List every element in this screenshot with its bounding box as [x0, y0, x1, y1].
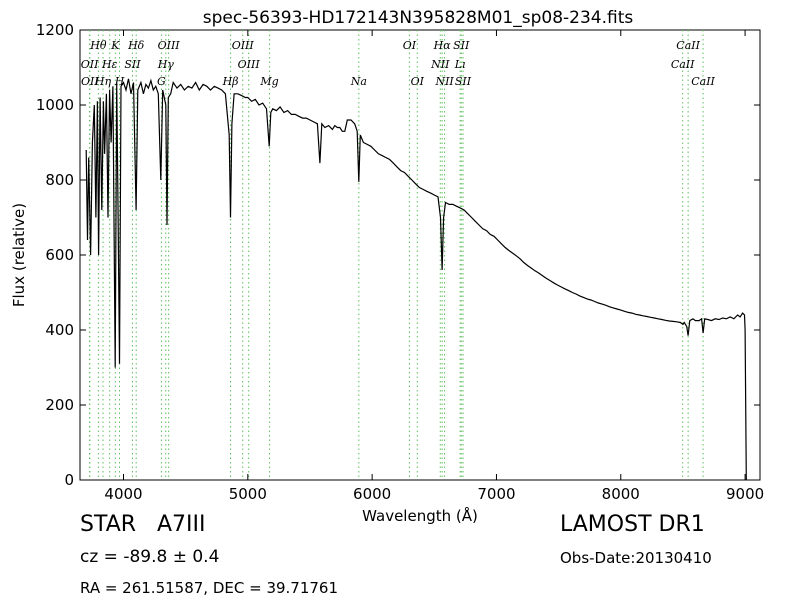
chart-title: spec-56393-HD172143N395828M01_sp08-234.f…: [203, 8, 634, 28]
line-label: SII: [453, 39, 470, 52]
line-label: H: [114, 75, 125, 88]
line-label: OIII: [232, 39, 255, 52]
line-label: Hε: [101, 58, 118, 71]
y-tick-label: 1200: [36, 21, 74, 39]
line-label: OI: [403, 39, 417, 52]
redshift-cz: cz = -89.8 ± 0.4: [80, 547, 220, 567]
x-tick-label: 6000: [353, 485, 391, 503]
line-label: Hγ: [157, 58, 175, 71]
line-label: NII: [430, 58, 450, 71]
axis-ticks: 4000 5000 6000 7000 8000 9000 0 200 400 600 800 100…: [36, 21, 764, 503]
y-tick-label: 200: [45, 396, 74, 414]
line-label: Hα: [433, 39, 452, 52]
x-axis-label: Wavelength (Å): [362, 506, 478, 525]
x-tick-label: 5000: [229, 485, 267, 503]
line-label: G: [157, 75, 166, 88]
line-label: OIII: [158, 39, 181, 52]
line-label: Hδ: [127, 39, 145, 52]
line-label: SII: [455, 75, 472, 88]
survey-name: LAMOST DR1: [560, 512, 705, 537]
line-label: H𝜃: [89, 39, 107, 52]
y-tick-label: 1000: [36, 96, 74, 114]
flux-line: [85, 78, 747, 481]
line-label: OIII: [238, 58, 261, 71]
x-tick-label: 7000: [477, 485, 515, 503]
y-tick-label: 600: [45, 246, 74, 264]
line-label: NII: [434, 75, 454, 88]
x-tick-label: 9000: [726, 485, 764, 503]
flux-series: [85, 78, 747, 481]
line-label: Hβ: [222, 75, 239, 88]
spectral-line-markers: [89, 30, 704, 480]
line-label: OI: [411, 75, 425, 88]
y-tick-label: 0: [64, 471, 74, 489]
observation-date: Obs-Date:20130410: [560, 549, 712, 567]
y-axis-label: Flux (relative): [10, 203, 28, 307]
line-label: Na: [350, 75, 367, 88]
line-label: CaII: [676, 39, 700, 52]
ra-dec-coordinates: RA = 261.51587, DEC = 39.71761: [80, 579, 339, 597]
line-label: Lı: [454, 58, 466, 71]
y-tick-label: 400: [45, 321, 74, 339]
line-label: Hη: [94, 75, 112, 88]
line-label: K: [110, 39, 120, 52]
line-label: Mg: [259, 75, 278, 88]
x-tick-label: 4000: [104, 485, 142, 503]
plot-frame: [79, 29, 761, 481]
object-class: STAR A7III: [80, 512, 206, 537]
x-tick-label: 8000: [602, 485, 640, 503]
line-label: OII: [81, 58, 99, 71]
line-label: CaII: [691, 75, 715, 88]
line-label: SII: [124, 58, 141, 71]
line-label: CaII: [671, 58, 695, 71]
y-tick-label: 800: [45, 171, 74, 189]
line-label: OII: [81, 75, 99, 88]
